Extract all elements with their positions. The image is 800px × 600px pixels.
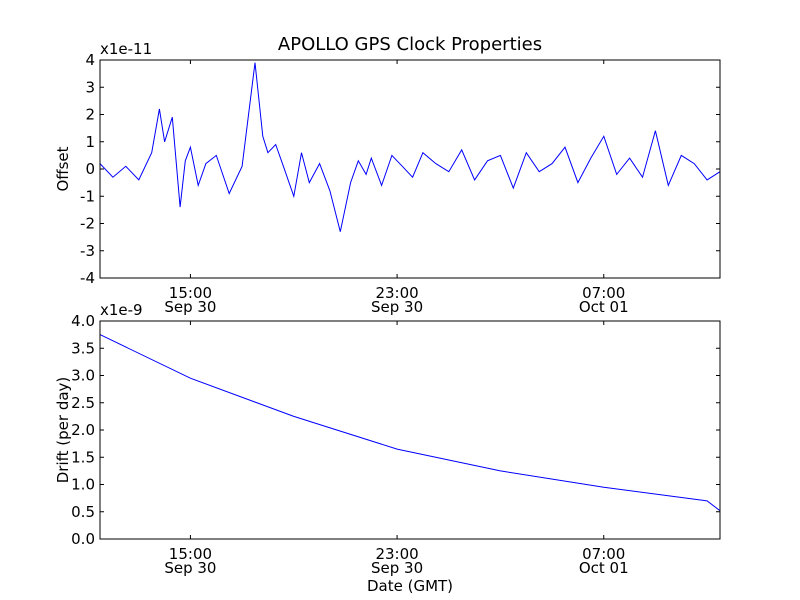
- offset-ytick-label: -4: [80, 269, 95, 287]
- drift-ytick-label: 4.0: [71, 312, 95, 330]
- drift-ytick-label: 1.5: [71, 448, 95, 466]
- drift-ytick-label: 0.5: [71, 503, 95, 521]
- offset-ylabel: Offset: [54, 146, 72, 191]
- drift-xtick-date-label: Oct 01: [579, 559, 629, 577]
- drift-xtick-time-label: 07:00: [582, 545, 625, 563]
- offset-ytick-label: 3: [85, 78, 95, 96]
- drift-xtick-time-label: 23:00: [375, 545, 418, 563]
- offset-xtick-date-label: Oct 01: [579, 298, 629, 316]
- offset-ytick-label: 1: [85, 133, 95, 151]
- offset-ytick-label: 2: [85, 106, 95, 124]
- offset-ytick-label: -2: [80, 215, 95, 233]
- drift-axes-frame: [99, 320, 721, 540]
- drift-ytick-label: 2.0: [71, 421, 95, 439]
- offset-xtick-date-label: Sep 30: [164, 298, 216, 316]
- offset-xtick-time-label: 23:00: [375, 284, 418, 302]
- drift-ytick-label: 0.0: [71, 530, 95, 548]
- offset-xtick-date-label: Sep 30: [371, 298, 423, 316]
- offset-ytick-label: -3: [80, 242, 95, 260]
- offset-xtick-time-label: 15:00: [169, 284, 212, 302]
- drift-ytick-label: 1.0: [71, 476, 95, 494]
- drift-ytick-label: 3.0: [71, 367, 95, 385]
- drift-ylabel: Drift (per day): [54, 377, 72, 484]
- drift-xtick-time-label: 15:00: [169, 545, 212, 563]
- drift-xtick-date-label: Sep 30: [371, 559, 423, 577]
- offset-series-line: [99, 62, 721, 232]
- drift-ytick-label: 3.5: [71, 339, 95, 357]
- drift-xtick-date-label: Sep 30: [164, 559, 216, 577]
- chart-title: APOLLO GPS Clock Properties: [278, 34, 542, 55]
- offset-y-multiplier: x1e-11: [100, 40, 152, 58]
- offset-axes-frame: [99, 59, 721, 279]
- offset-ytick-label: 4: [85, 51, 95, 69]
- offset-ytick-label: 0: [85, 160, 95, 178]
- drift-xlabel: Date (GMT): [367, 577, 453, 595]
- drift-ytick-label: 2.5: [71, 394, 95, 412]
- drift-y-multiplier: x1e-9: [100, 301, 143, 319]
- offset-xtick-time-label: 07:00: [582, 284, 625, 302]
- offset-ytick-label: -1: [80, 187, 95, 205]
